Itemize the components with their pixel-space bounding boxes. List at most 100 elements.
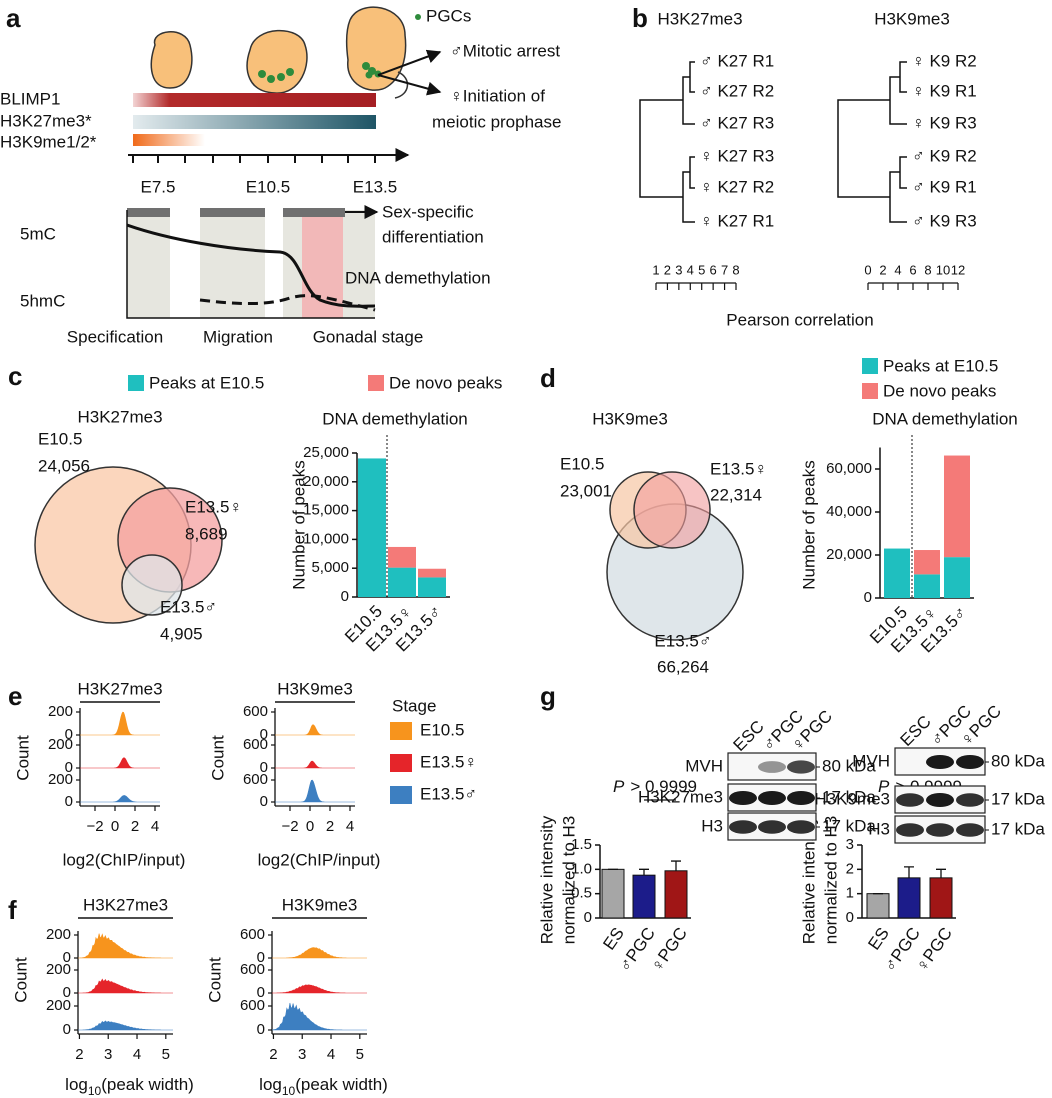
x-tick-label: 3 xyxy=(104,1046,112,1063)
x-tick-label: 4 xyxy=(346,818,354,835)
x-tick-label: 2 xyxy=(326,818,334,835)
phase-label: Specification xyxy=(67,327,163,346)
panel-title: H3K27me3 xyxy=(77,679,162,698)
y-tick-label: 200 xyxy=(46,961,71,978)
venn-count: 23,001 xyxy=(560,481,612,500)
leaf-label: ♂ K9 R1 xyxy=(912,177,977,196)
y-tick-label: 0 xyxy=(260,726,268,743)
legend-swatch xyxy=(862,383,878,399)
histogram xyxy=(78,1020,173,1031)
legend-label: Peaks at E10.5 xyxy=(883,356,998,375)
y-tick-label: 200 xyxy=(46,926,71,943)
x-tick-label: 4 xyxy=(327,1046,335,1063)
histogram xyxy=(275,724,355,736)
y-tick-label: 600 xyxy=(240,997,265,1014)
scale-tick-label: 7 xyxy=(721,262,728,277)
legend-swatch xyxy=(390,786,412,804)
y-tick-label: 2 xyxy=(846,860,854,877)
y-axis-title: Relative intensity xyxy=(799,815,818,944)
leaf-label: ♀ K27 R3 xyxy=(700,146,774,165)
y-axis-title: Number of peaks xyxy=(289,460,308,589)
y-tick-label: 3 xyxy=(846,836,854,853)
phase-label: Migration xyxy=(203,327,273,346)
y-axis-title: Relative intensity xyxy=(537,815,556,944)
blot-band xyxy=(926,755,954,769)
leaf-label: ♀ K27 R2 xyxy=(700,177,774,196)
venn-c xyxy=(34,466,223,624)
histogram xyxy=(272,947,367,959)
y-tick-label: 200 xyxy=(48,736,73,753)
annotation: differentiation xyxy=(382,227,484,246)
blot-size-label: 17 kDa xyxy=(822,816,876,835)
leaf-label: ♂ K27 R2 xyxy=(700,81,774,100)
mark-label: 5hmC xyxy=(20,291,65,310)
leaf-label: ♂ K9 R3 xyxy=(912,211,977,230)
y-tick-label: 600 xyxy=(243,703,268,720)
time-axis xyxy=(128,49,442,163)
time-label: E10.5 xyxy=(246,177,290,196)
error-bar xyxy=(936,868,946,878)
x-tick-label: 2 xyxy=(269,1046,277,1063)
scale-tick-label: 12 xyxy=(951,262,965,277)
y-tick-label: 25,000 xyxy=(303,444,349,461)
y-tick-label: 10,000 xyxy=(303,530,349,547)
histogram xyxy=(80,757,160,769)
blot-band xyxy=(896,823,924,837)
y-tick-label: 0 xyxy=(63,949,71,966)
x-tick-label: 2 xyxy=(131,818,139,835)
scale-tick-label: 6 xyxy=(909,262,916,277)
scale-tick-label: 8 xyxy=(732,262,739,277)
blot-band xyxy=(787,820,815,834)
dendrograms xyxy=(639,61,907,223)
x-axis-title: log2(ChIP/input) xyxy=(258,850,381,869)
x-tick-label: ES xyxy=(864,924,893,953)
time-label: E13.5 xyxy=(353,177,397,196)
divider-lines xyxy=(386,435,913,598)
x-tick-label: 4 xyxy=(133,1046,141,1063)
bar-segment xyxy=(944,557,970,598)
histogram xyxy=(78,933,173,959)
leaf-label: ♀ K9 R2 xyxy=(912,51,977,70)
outcome-label: meiotic prophase xyxy=(432,112,561,131)
y-tick-label: 0 xyxy=(260,759,268,776)
y-tick-label: 0 xyxy=(257,949,265,966)
bar-segment xyxy=(944,455,970,558)
bar-segment xyxy=(884,548,910,598)
y-tick-label: 0 xyxy=(63,1021,71,1038)
p-value: P > 0.9999 xyxy=(613,777,697,796)
blot-band xyxy=(956,823,984,837)
y-tick-label: 0 xyxy=(65,759,73,776)
axis-title: Pearson correlation xyxy=(726,310,873,329)
blot-band xyxy=(729,820,757,834)
y-tick-label: 600 xyxy=(243,771,268,788)
p-symbol: P xyxy=(878,777,890,796)
x-tick-label: 5 xyxy=(356,1046,364,1063)
histogram xyxy=(80,711,160,736)
bar-segment xyxy=(418,577,446,597)
bar-segment xyxy=(914,550,940,575)
venn-count: 4,905 xyxy=(160,624,203,643)
legend-swatch xyxy=(862,358,878,374)
venn-set: E13.5♀ xyxy=(710,459,767,478)
x-tick-label: 2 xyxy=(75,1046,83,1063)
legend-label: E13.5♂ xyxy=(420,784,477,803)
legend-swatch xyxy=(390,754,412,772)
venn-set: E13.5♂ xyxy=(160,597,217,616)
legend-swatch xyxy=(368,375,384,391)
blot-row-label: H3 xyxy=(868,819,890,838)
y-axis-title: Count xyxy=(208,735,227,781)
lane-label: ESC xyxy=(897,712,935,750)
legend-label: De novo peaks xyxy=(883,381,996,400)
blot-band xyxy=(758,791,786,805)
venn-count: 22,314 xyxy=(710,485,762,504)
legend-swatch xyxy=(390,722,412,740)
venn-count: 8,689 xyxy=(185,524,228,543)
bar xyxy=(601,868,625,919)
blimp1-bar xyxy=(133,93,376,107)
venn-set: E10.5 xyxy=(560,454,604,473)
venn-title: H3K9me3 xyxy=(592,409,668,428)
leaf-label: ♀ K9 R3 xyxy=(912,113,977,132)
leaf-label: ♀ K27 R1 xyxy=(700,211,774,230)
x-tick-label: 0 xyxy=(306,818,314,835)
blot-row-label: MVH xyxy=(685,756,723,775)
